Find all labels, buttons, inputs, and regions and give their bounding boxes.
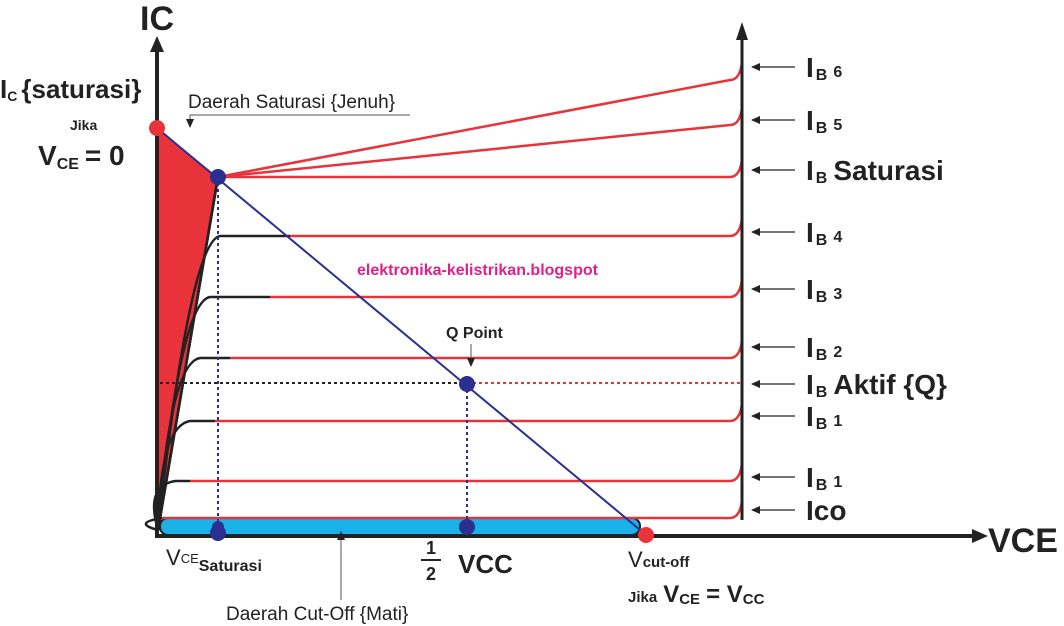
ib-curve-black-segment	[156, 356, 230, 531]
saturation-annotation-pointer	[186, 114, 410, 128]
ic-sat-point	[149, 120, 165, 136]
ib-curve-red-segment	[290, 217, 744, 238]
ib-curve-black-segment	[156, 176, 220, 531]
half-denominator: 2	[426, 564, 436, 584]
cutoff-region-fill	[159, 517, 641, 536]
curve-label: I B Saturasi	[806, 155, 944, 187]
ic-sat-label: IC {saturasi}	[0, 74, 141, 104]
ib-curve-red-segment	[217, 61, 744, 179]
y-axis-label: IC	[140, 0, 174, 38]
q-point-label: Q Point	[446, 325, 504, 342]
right-axis-arrow	[736, 22, 748, 40]
curve-label: I B Aktif {Q}	[806, 369, 947, 401]
ib-curve-red-segment	[215, 402, 744, 423]
curve-label: Ico	[806, 495, 846, 526]
ib-curve-red-segment	[217, 106, 744, 179]
cutoff-region-label: Daerah Cut-Off {Mati}	[226, 604, 408, 625]
ib-curve-red-segment	[230, 339, 744, 360]
q-point	[459, 376, 475, 392]
load-line	[156, 127, 646, 535]
ib-curves	[144, 61, 744, 532]
half-numerator: 1	[426, 538, 436, 558]
ib-curve-red-segment	[190, 462, 744, 483]
y-axis-arrow	[150, 36, 164, 52]
x-axis-label: VCE	[988, 522, 1058, 560]
vce-zero-label: VCE = 0	[38, 140, 125, 173]
saturation-region-label: Daerah Saturasi {Jenuh}	[188, 92, 395, 113]
half-vcc-label: VCC	[458, 549, 513, 579]
vcutoff-label: Vcut-off	[628, 547, 690, 572]
x-axis-arrow	[972, 529, 988, 543]
vcc-condition-label: Jika VCE = VCC	[628, 581, 765, 608]
saturation-point	[210, 169, 226, 185]
watermark-text: elektronika-kelistrikan.blogspot	[357, 262, 599, 279]
vcutoff-point	[638, 527, 654, 543]
cutoff-bar-point	[212, 521, 224, 533]
jika-top-label: Jika	[70, 117, 97, 133]
saturation-region-fill	[157, 128, 218, 530]
half-vcc-axis-point	[459, 519, 475, 535]
curve-label-arrows	[751, 63, 795, 514]
ib-curve-red-segment	[162, 499, 744, 520]
vce-saturasi-label: VCESaturasi	[166, 545, 262, 575]
